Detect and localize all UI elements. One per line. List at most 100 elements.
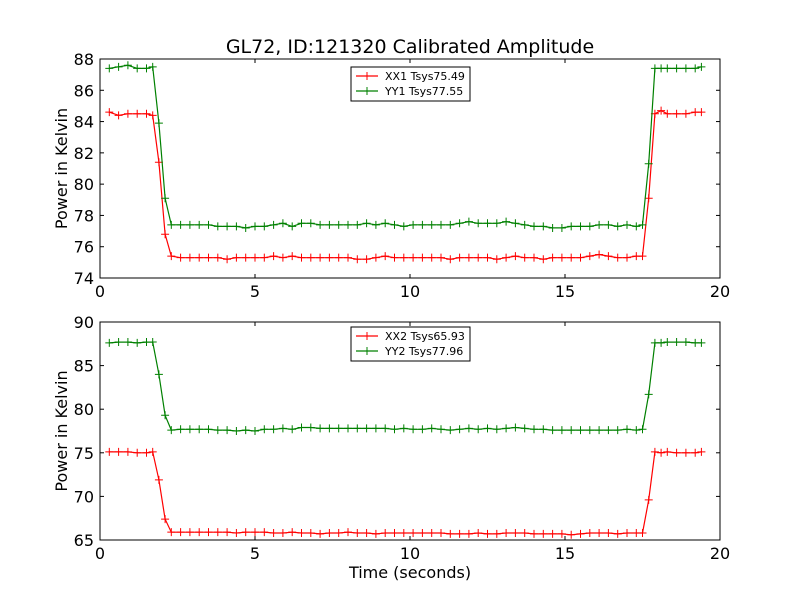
data-point-marker — [613, 253, 622, 262]
data-point-marker — [644, 390, 653, 399]
data-point-marker — [623, 425, 631, 434]
data-point-marker — [455, 253, 464, 262]
data-point-marker — [353, 529, 362, 538]
data-point-marker — [148, 111, 157, 120]
data-point-marker — [623, 253, 631, 262]
data-point-marker — [427, 220, 436, 229]
data-point-marker — [681, 338, 690, 347]
data-point-marker — [644, 495, 653, 504]
data-point-marker — [483, 253, 492, 262]
data-point-marker — [371, 220, 380, 229]
data-point-marker — [371, 424, 380, 433]
data-point-marker — [232, 222, 241, 231]
data-point-marker — [511, 423, 520, 432]
y-tick-label: 80 — [74, 175, 94, 194]
data-point-marker — [306, 219, 315, 228]
data-point-marker — [133, 109, 142, 118]
data-point-marker — [148, 338, 157, 347]
x-tick-label: 0 — [95, 282, 105, 301]
data-point-marker — [288, 222, 297, 231]
data-point-marker — [585, 222, 594, 231]
data-point-marker — [697, 338, 706, 347]
data-point-marker — [427, 424, 436, 433]
data-point-marker — [344, 424, 352, 433]
data-point-marker — [105, 108, 114, 117]
data-point-marker — [371, 529, 380, 538]
data-point-marker — [585, 529, 594, 538]
data-point-marker — [502, 424, 511, 433]
data-point-marker — [548, 529, 557, 538]
data-point-marker — [297, 253, 306, 262]
data-point-marker — [204, 528, 213, 537]
legend-entry: YY2 Tsys77.96 — [356, 345, 463, 358]
data-point-marker — [316, 253, 325, 262]
series-yy — [105, 61, 706, 232]
data-point-marker — [362, 529, 371, 538]
data-point-marker — [362, 255, 371, 264]
top-plot-panel: 0 5 10 15 20 74 76 78 80 82 84 86 88 Power in Kelvin X… — [52, 50, 730, 301]
data-point-marker — [353, 220, 362, 229]
data-point-marker — [185, 528, 194, 537]
data-point-marker — [297, 219, 306, 228]
data-point-marker — [195, 220, 204, 229]
data-point-marker — [502, 253, 511, 262]
y-tick-label: 85 — [74, 357, 94, 376]
data-point-marker — [232, 427, 241, 435]
data-point-marker — [353, 255, 362, 264]
data-point-marker — [148, 62, 157, 71]
data-point-marker — [114, 111, 123, 120]
data-point-marker — [697, 108, 706, 117]
legend-box — [350, 66, 471, 102]
data-point-marker — [213, 426, 222, 435]
data-point-marker — [334, 220, 343, 229]
data-point-marker — [123, 338, 132, 347]
data-point-marker — [613, 426, 622, 435]
legend-marker — [363, 87, 371, 95]
legend: XX1 Tsys75.49 YY1 Tsys77.55 — [350, 66, 471, 102]
data-point-marker — [638, 425, 647, 434]
data-point-marker — [232, 253, 241, 262]
data-point-marker — [657, 106, 666, 115]
data-point-marker — [418, 220, 427, 229]
data-point-marker — [195, 425, 204, 434]
y-tick-label: 86 — [74, 81, 94, 100]
data-point-marker — [557, 253, 566, 262]
data-point-marker — [650, 447, 659, 456]
data-point-marker — [381, 529, 390, 538]
data-point-marker — [114, 338, 123, 347]
data-point-marker — [464, 253, 473, 262]
data-point-marker — [123, 61, 132, 70]
data-point-marker — [105, 338, 114, 347]
data-point-marker — [278, 219, 287, 228]
x-tick-label: 10 — [400, 544, 420, 563]
data-point-marker — [161, 411, 170, 420]
data-point-marker — [446, 426, 455, 435]
data-point-marker — [638, 252, 647, 261]
y-axis-label: Power in Kelvin — [52, 370, 71, 491]
data-point-marker — [483, 529, 492, 538]
legend-box — [350, 326, 471, 362]
data-point-marker — [632, 426, 641, 435]
data-point-marker — [362, 424, 371, 433]
data-point-marker — [154, 119, 163, 128]
data-point-marker — [548, 253, 557, 262]
legend-marker — [363, 332, 371, 340]
data-point-marker — [260, 253, 269, 262]
data-point-marker — [142, 64, 151, 73]
data-point-marker — [344, 253, 352, 262]
data-point-marker — [567, 426, 576, 435]
data-point-marker — [123, 109, 132, 118]
data-point-marker — [681, 109, 690, 118]
data-point-marker — [623, 529, 631, 538]
data-point-marker — [269, 252, 278, 261]
data-point-marker — [390, 253, 399, 262]
data-point-marker — [161, 515, 170, 524]
data-point-marker — [595, 529, 604, 538]
data-point-marker — [455, 425, 464, 434]
data-point-marker — [548, 223, 557, 232]
x-tick-label: 20 — [710, 282, 730, 301]
data-point-marker — [399, 529, 408, 538]
data-point-marker — [437, 220, 445, 229]
data-point-marker — [492, 219, 501, 228]
data-point-marker — [105, 447, 114, 456]
